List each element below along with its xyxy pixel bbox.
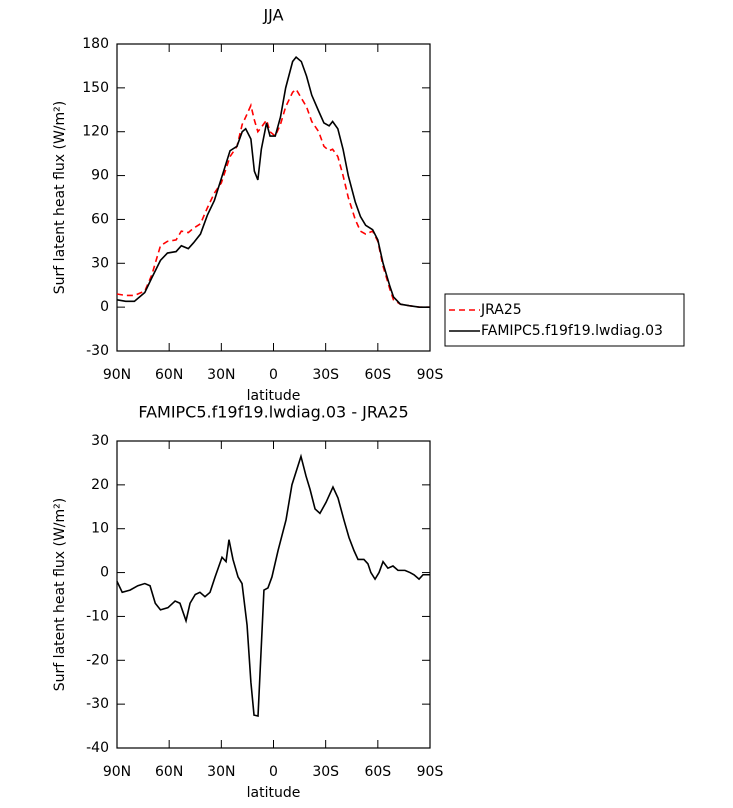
x-tick-label: 60N (155, 764, 183, 780)
data-line (116, 88, 430, 308)
chart-title: JJA (262, 6, 283, 25)
legend-label: JRA25 (480, 302, 522, 318)
x-tick-label: 60S (364, 367, 391, 383)
x-tick-label: 60N (155, 367, 183, 383)
x-tick-label: 0 (269, 764, 278, 780)
plot-frame (116, 440, 431, 749)
x-tick-label: 90N (103, 764, 131, 780)
y-tick-label: 180 (82, 36, 109, 52)
panel: FAMIPC5.f19f19.lwdiag.03 - JRA25 latitude… (52, 403, 443, 802)
y-tick-label: -40 (86, 740, 109, 756)
y-tick-label: -20 (86, 652, 109, 668)
y-tick-label: 0 (100, 565, 109, 581)
x-axis-label: latitude (247, 785, 301, 801)
x-tick-label: 30N (207, 764, 235, 780)
y-tick-label: 20 (91, 477, 109, 493)
y-tick-label: 90 (91, 168, 109, 184)
x-tick-label: 30S (312, 367, 339, 383)
y-tick-label: 30 (91, 433, 109, 449)
y-tick-label: 0 (100, 299, 109, 315)
x-tick-label: 0 (269, 367, 278, 383)
legend: JRA25 FAMIPC5.f19f19.lwdiag.03 (444, 293, 685, 347)
y-axis-label: Surf latent heat flux (W/m²) (52, 498, 68, 691)
y-axis-label: Surf latent heat flux (W/m²) (52, 101, 68, 294)
x-tick-label: 90S (417, 367, 444, 383)
panel: JJA latitude Surf latent heat flux (W/m²) -… (52, 6, 685, 404)
y-tick-label: -10 (86, 608, 109, 624)
x-tick-label: 30N (207, 367, 235, 383)
y-tick-label: -30 (86, 343, 109, 359)
y-tick-label: -30 (86, 696, 109, 712)
legend-label: FAMIPC5.f19f19.lwdiag.03 (481, 323, 663, 339)
y-tick-label: 120 (82, 124, 109, 140)
y-tick-label: 150 (82, 80, 109, 96)
data-line (116, 453, 430, 717)
chart-title: FAMIPC5.f19f19.lwdiag.03 - JRA25 (138, 403, 408, 422)
y-tick-label: 30 (91, 255, 109, 271)
plot-frame (116, 43, 431, 352)
x-axis-label: latitude (247, 388, 301, 404)
y-tick-label: 60 (91, 211, 109, 227)
x-tick-label: 90S (417, 764, 444, 780)
x-tick-label: 60S (364, 764, 391, 780)
data-line (116, 56, 430, 308)
y-tick-label: 10 (91, 521, 109, 537)
legend-box (444, 293, 685, 347)
x-tick-label: 30S (312, 764, 339, 780)
x-tick-label: 90N (103, 367, 131, 383)
